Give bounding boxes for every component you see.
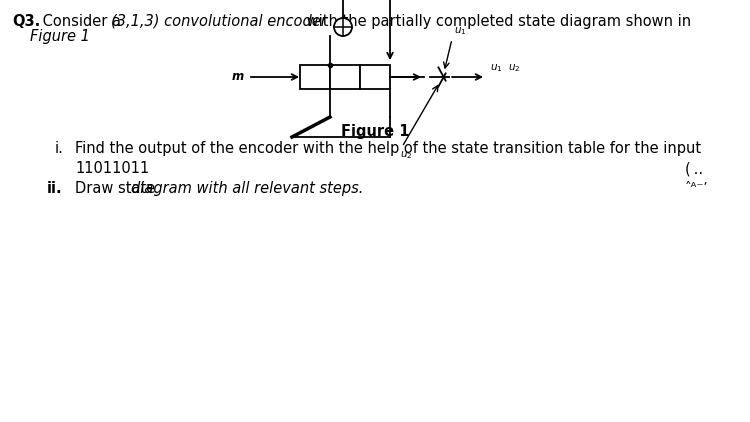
Text: m: m bbox=[232, 70, 244, 82]
Circle shape bbox=[334, 18, 352, 36]
Text: ii.: ii. bbox=[47, 181, 62, 196]
Text: i.: i. bbox=[55, 141, 64, 156]
Text: $u_1$: $u_1$ bbox=[490, 62, 502, 74]
Text: ( ..: ( .. bbox=[685, 161, 703, 176]
Text: Consider a: Consider a bbox=[38, 14, 125, 29]
Text: ˄ᴬ⁻ʼ: ˄ᴬ⁻ʼ bbox=[685, 181, 709, 194]
Text: $u_1$: $u_1$ bbox=[454, 25, 466, 37]
Bar bbox=[300, 65, 330, 89]
Text: Figure 1: Figure 1 bbox=[30, 29, 90, 44]
Bar bbox=[330, 65, 360, 89]
Text: 11011011: 11011011 bbox=[75, 161, 149, 176]
Text: Draw state: Draw state bbox=[75, 181, 160, 196]
Text: $u_2$: $u_2$ bbox=[508, 62, 520, 74]
Text: with the partially completed state diagram shown in: with the partially completed state diagr… bbox=[302, 14, 692, 29]
Text: (3,1,3) convolutional encoder: (3,1,3) convolutional encoder bbox=[111, 14, 327, 29]
Text: Find the output of the encoder with the help of the state transition table for t: Find the output of the encoder with the … bbox=[75, 141, 701, 156]
Text: Figure 1: Figure 1 bbox=[340, 124, 410, 139]
Text: $u_2$: $u_2$ bbox=[400, 149, 412, 161]
Bar bbox=[360, 65, 390, 89]
Text: diagram with all relevant steps.: diagram with all relevant steps. bbox=[131, 181, 363, 196]
Text: Q3.: Q3. bbox=[12, 14, 40, 29]
